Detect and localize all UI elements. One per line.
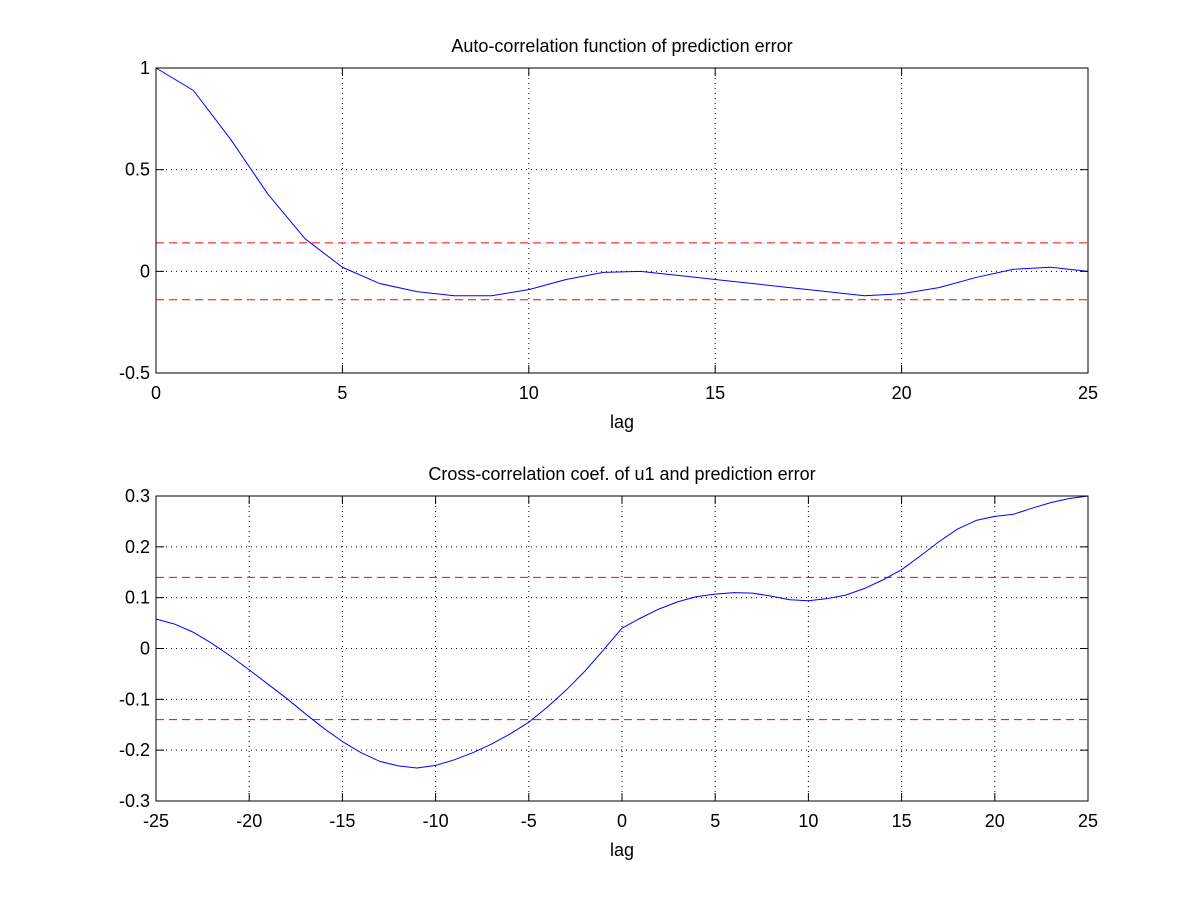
acf-tick-marks — [155, 67, 1089, 374]
acf-x-tick-label: 5 — [337, 383, 347, 403]
ccf-x-tick-labels: -25 -20 -15 -10 -5 0 5 10 15 20 25 — [143, 811, 1098, 831]
ccf-y-tick-label: 0.3 — [125, 486, 150, 506]
acf-axes: 0 5 10 15 20 25 -0.500.51 Auto-correlation fu… — [119, 36, 1098, 432]
acf-x-tick-label: 20 — [892, 383, 912, 403]
ccf-x-tick-label: -15 — [329, 811, 355, 831]
acf-x-tick-labels: 0 5 10 15 20 25 — [151, 383, 1098, 403]
ccf-y-tick-label: -0.3 — [119, 791, 150, 811]
acf-x-tick-label: 0 — [151, 383, 161, 403]
ccf-x-tick-label: 0 — [617, 811, 627, 831]
ccf-y-tick-label: 0.1 — [125, 588, 150, 608]
ccf-x-tick-label: -20 — [236, 811, 262, 831]
acf-x-tick-label: 25 — [1078, 383, 1098, 403]
acf-chart-title: Auto-correlation function of prediction … — [451, 36, 792, 56]
ccf-x-tick-label: 10 — [798, 811, 818, 831]
acf-y-tick-label: 0.5 — [125, 160, 150, 180]
acf-plot-area — [156, 68, 1088, 373]
ccf-series-line — [155, 495, 1089, 769]
acf-axes-frame — [155, 67, 1089, 374]
ccf-y-tick-labels: -0.3 -0.2 -0.1 0 0.1 0.2 0.3 — [119, 486, 150, 811]
acf-y-tick-labels: -0.5 0 0.5 1 — [119, 58, 150, 383]
ccf-y-tick-label: -0.2 — [119, 740, 150, 760]
ccf-x-tick-label: 25 — [1078, 811, 1098, 831]
acf-y-tick-label: 0 — [140, 261, 150, 281]
acf-x-axis-label: lag — [610, 412, 634, 432]
ccf-y-tick-label: 0.2 — [125, 537, 150, 557]
ccf-chart-title: Cross-correlation coef. of u1 and predic… — [428, 464, 815, 484]
acf-series-line — [155, 67, 1089, 297]
ccf-x-tick-label: -5 — [521, 811, 537, 831]
ccf-x-tick-label: 20 — [985, 811, 1005, 831]
ccf-x-tick-label: 15 — [892, 811, 912, 831]
ccf-x-tick-label: 5 — [710, 811, 720, 831]
ccf-axes: -25 -20 -15 -10 -5 0 5 10 15 20 25 -0.3 -0.2 -0.1 0 0.… — [119, 464, 1098, 860]
acf-series — [155, 67, 1089, 297]
ccf-tick-marks — [155, 495, 1089, 802]
ccf-x-axis-label: lag — [610, 840, 634, 860]
acf-x-tick-label: 15 — [705, 383, 725, 403]
ccf-y-tick-label: -0.1 — [119, 689, 150, 709]
ccf-series — [155, 495, 1089, 769]
ccf-gridlines — [156, 496, 1088, 801]
acf-y-tick-label: 1 — [140, 58, 150, 78]
acf-x-tick-label: 10 — [519, 383, 539, 403]
ccf-x-tick-label: -25 — [143, 811, 169, 831]
ccf-x-tick-label: -10 — [423, 811, 449, 831]
acf-gridlines — [156, 68, 1088, 373]
acf-y-tick-label: -0.5 — [119, 363, 150, 383]
ccf-y-tick-label: 0 — [140, 639, 150, 659]
